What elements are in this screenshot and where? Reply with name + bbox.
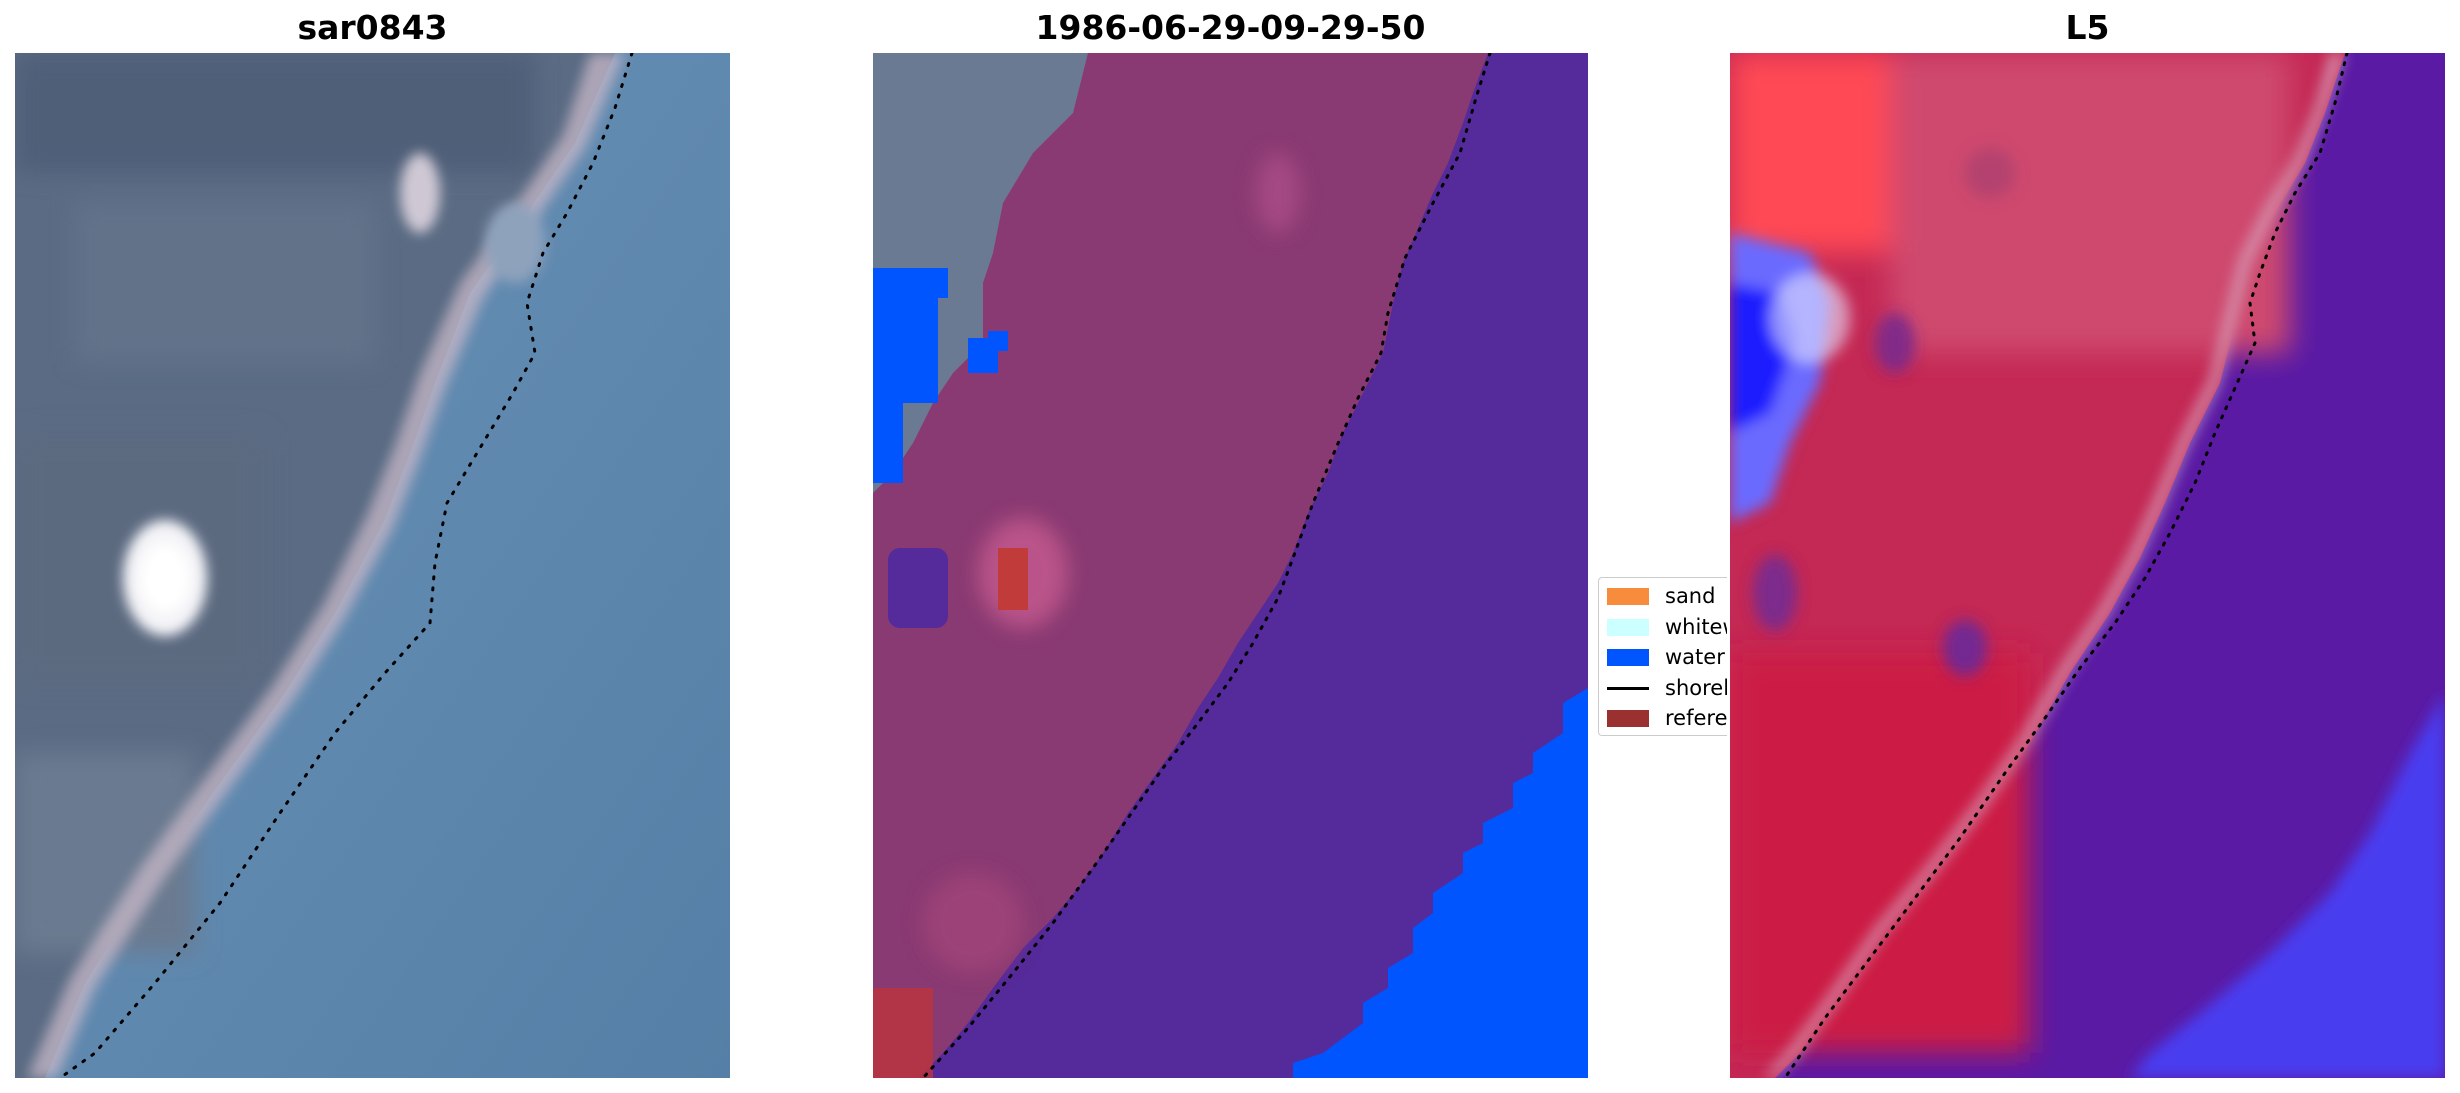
legend-label-water: water: [1665, 645, 1725, 669]
rgb-shoreline: [58, 53, 634, 1078]
legend-item-sand: sand: [1607, 584, 1715, 608]
legend-item-shoreline: shoreline: [1607, 676, 1727, 700]
rgb-image: [15, 53, 730, 1078]
legend-label-sand: sand: [1665, 584, 1716, 608]
legend-swatch-water: [1607, 648, 1649, 666]
legend-swatch-whitewater: [1607, 618, 1649, 636]
class-patch-purple: [888, 548, 948, 628]
rgb-bright-features: [123, 153, 545, 636]
class-land: [873, 53, 1488, 1078]
class-shoreline: [921, 53, 1492, 1078]
legend-line-shoreline: [1607, 686, 1649, 690]
panel-title-classification: 1986-06-29-09-29-50: [1035, 8, 1426, 47]
index-image: [1730, 53, 2445, 1078]
index-dark-spots: [1753, 148, 2015, 676]
index-shoreline: [1783, 53, 2349, 1078]
legend-item-reference-shoreline: reference shoreline: [1607, 706, 1727, 730]
legend-swatch-sand: [1607, 587, 1649, 605]
rgb-land-texture: [15, 53, 535, 953]
index-land-texture: [1730, 53, 2290, 1053]
index-panel: [1730, 53, 2445, 1078]
rgb-beach: [27, 53, 625, 1078]
class-water-patch-c: [988, 331, 1008, 351]
class-water-patch-a: [873, 268, 948, 483]
class-reference-patch-b: [873, 988, 933, 1078]
legend-item-water: water: [1607, 645, 1725, 669]
classification-image: [873, 53, 1588, 1078]
panel-title-rgb: sar0843: [297, 8, 448, 47]
index-water-bright: [2130, 693, 2445, 1078]
class-bright-water: [1293, 688, 1588, 1078]
class-reference-patch-a: [998, 548, 1028, 610]
legend-swatch-reference-shoreline: [1607, 709, 1649, 727]
rgb-image-panel: [15, 53, 730, 1078]
panel-title-index: L5: [2065, 8, 2110, 47]
index-negative-patch: [1730, 233, 1850, 523]
legend-label-shoreline: shoreline: [1665, 676, 1727, 700]
legend-label-reference-shoreline: reference shoreline: [1665, 706, 1727, 730]
classification-panel: [873, 53, 1588, 1078]
